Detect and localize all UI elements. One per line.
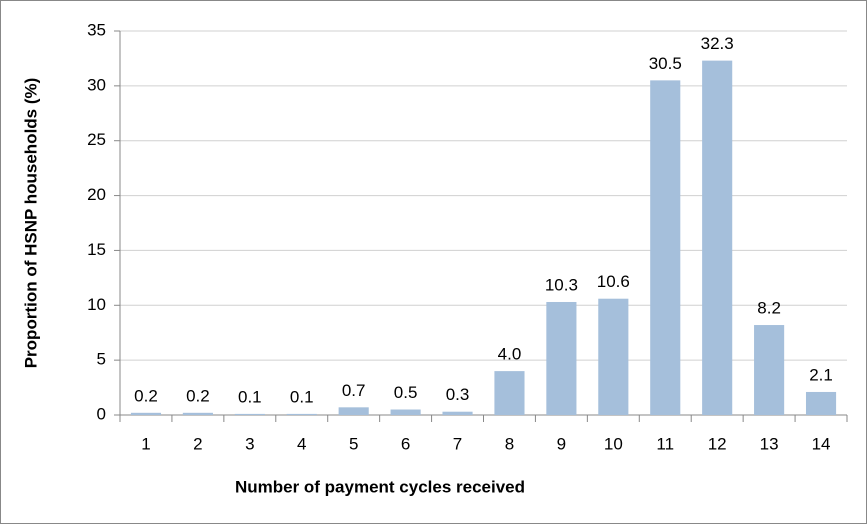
x-tick-label: 3 [245,434,254,453]
data-label: 10.3 [545,275,578,294]
y-tick-label: 0 [97,404,106,423]
data-label: 0.5 [394,383,418,402]
x-tick-label: 10 [604,434,623,453]
bar [650,80,681,415]
x-axis-label: Number of payment cycles received [235,477,525,496]
y-tick-label: 35 [87,20,106,39]
x-tick-label: 12 [708,434,727,453]
bar [702,60,733,415]
data-label: 0.3 [446,385,470,404]
x-tick-label: 4 [297,434,306,453]
y-tick-label: 20 [87,185,106,204]
x-tick-label: 2 [193,434,202,453]
y-tick-label: 30 [87,75,106,94]
data-label: 8.2 [757,299,781,318]
x-tick-label: 13 [760,434,779,453]
bar [494,371,525,415]
x-tick-label: 11 [656,434,674,453]
data-label: 0.1 [238,387,262,406]
bar [546,301,577,415]
bar [598,298,629,415]
data-label: 10.6 [597,272,630,291]
bar [130,412,162,415]
bar [234,413,265,415]
data-label: 2.1 [809,365,833,384]
x-tick-label: 14 [812,434,831,453]
y-tick-label: 5 [97,350,106,369]
bar [805,391,837,415]
data-label: 32.3 [701,34,734,53]
data-label: 0.7 [342,381,366,400]
x-tick-label: 7 [453,434,462,453]
bar [286,413,317,415]
x-tick-label: 6 [401,434,410,453]
x-tick-label: 9 [557,434,566,453]
bar [390,409,421,415]
x-tick-label: 8 [505,434,514,453]
data-label: 0.2 [134,386,158,405]
data-label: 0.1 [290,387,314,406]
bar [338,407,369,415]
bar [442,411,473,415]
bar [754,325,785,415]
data-label: 30.5 [649,54,682,73]
y-axis-label: Proportion of HSNP households (%) [21,78,40,369]
y-tick-label: 25 [87,130,106,149]
data-label: 0.2 [186,386,210,405]
data-label: 4.0 [498,345,522,364]
x-tick-label: 5 [349,434,358,453]
x-tick-label: 1 [141,434,150,453]
y-tick-label: 15 [87,240,106,259]
bar [182,412,213,415]
y-tick-label: 10 [87,295,106,314]
